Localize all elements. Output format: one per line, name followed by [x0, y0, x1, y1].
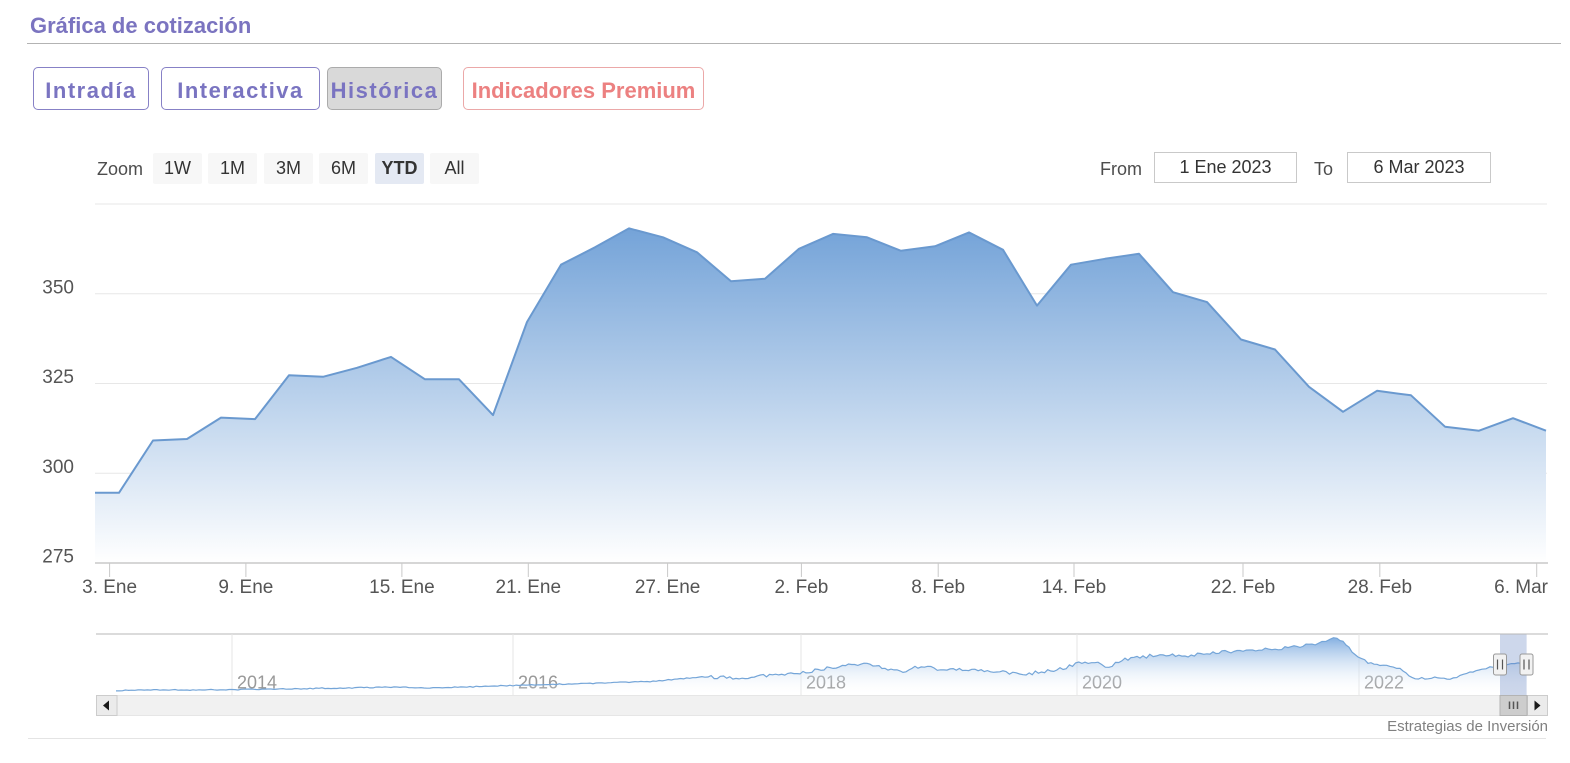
svg-text:Estrategias de Inversión: Estrategias de Inversión [1387, 718, 1548, 735]
svg-text:8. Feb: 8. Feb [911, 577, 965, 598]
svg-text:21. Ene: 21. Ene [496, 577, 562, 598]
svg-text:350: 350 [42, 277, 74, 298]
svg-text:2. Feb: 2. Feb [774, 577, 828, 598]
svg-text:325: 325 [42, 367, 74, 388]
svg-text:2014: 2014 [237, 673, 277, 693]
svg-text:3. Ene: 3. Ene [82, 577, 137, 598]
svg-text:28. Feb: 28. Feb [1348, 577, 1412, 598]
svg-text:15. Ene: 15. Ene [369, 577, 435, 598]
svg-text:6. Mar: 6. Mar [1494, 577, 1549, 598]
svg-text:9. Ene: 9. Ene [218, 577, 273, 598]
svg-text:275: 275 [42, 547, 74, 568]
svg-text:27. Ene: 27. Ene [635, 577, 701, 598]
svg-text:300: 300 [42, 457, 74, 478]
svg-text:14. Feb: 14. Feb [1042, 577, 1106, 598]
svg-text:22. Feb: 22. Feb [1211, 577, 1275, 598]
